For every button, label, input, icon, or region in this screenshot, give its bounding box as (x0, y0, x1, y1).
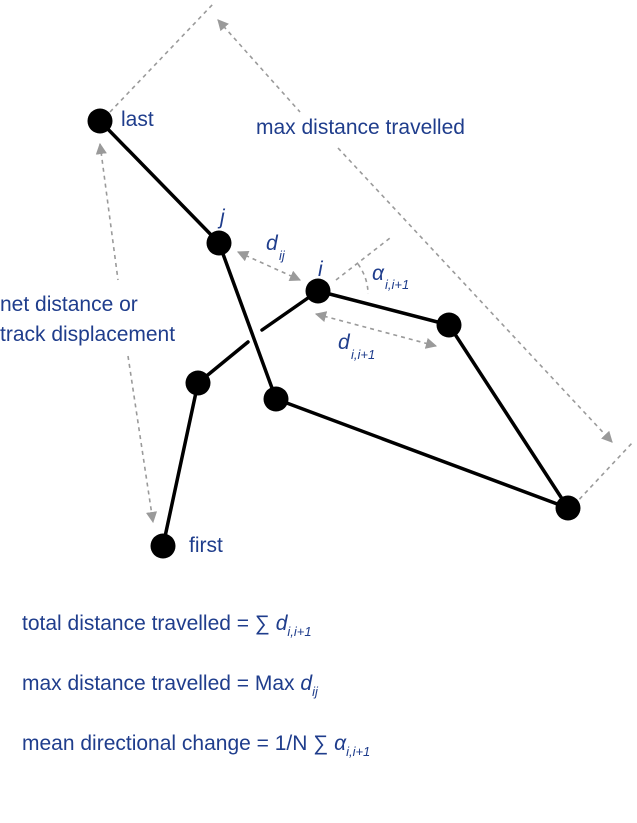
track-segment (316, 289, 451, 327)
net-distance-arrow-bottom (127, 355, 158, 524)
node-i (305, 278, 331, 304)
alpha-symbol: α (372, 262, 385, 285)
formula-max-text: max distance travelled = Max (22, 672, 301, 695)
label-max-distance: max distance travelled (256, 116, 465, 139)
track-nodes (87, 108, 581, 559)
d-ij-symbol: d (266, 232, 279, 255)
guide-lines (95, 3, 634, 524)
label-d-ij: d ij (266, 232, 286, 263)
node (185, 370, 211, 396)
label-j: j (217, 206, 226, 229)
label-alpha: α i,i+1 (372, 262, 409, 292)
node-j (206, 230, 232, 256)
formula-total-sub: i,i+1 (287, 624, 312, 639)
label-net-distance-line2: track displacement (0, 323, 175, 346)
d-i-next-symbol: d (338, 331, 351, 354)
node (263, 386, 289, 412)
formula-mean-var: α (334, 732, 347, 755)
max-distance-arrow-bottom (337, 147, 613, 443)
d-ij-arrow (236, 251, 302, 281)
label-last: last (121, 108, 154, 131)
track-segment (274, 397, 570, 510)
formula-total-distance: total distance travelled = ∑ di,i+1 (22, 612, 370, 642)
track-segment (98, 119, 221, 245)
formula-total-var: d (275, 612, 288, 635)
formula-mean-text: mean directional change = 1/N ∑ (22, 732, 335, 755)
track-segment (447, 323, 570, 510)
d-ij-subscript: ij (279, 248, 286, 263)
node-first (150, 533, 176, 559)
d-i-next-arrow (314, 311, 438, 349)
formula-max-var: d (300, 672, 313, 695)
alpha-subscript: i,i+1 (385, 277, 409, 292)
label-d-i-next: d i,i+1 (338, 331, 375, 362)
angle-extension (335, 237, 391, 281)
track-segment (217, 241, 278, 401)
max-distance-guide-top (109, 3, 214, 113)
formula-max-distance: max distance travelled = Max dij (22, 672, 370, 702)
max-distance-guide-bottom (573, 441, 634, 506)
max-distance-arrow-top (217, 19, 301, 113)
formula-mean-directional-change: mean directional change = 1/N ∑ αi,i+1 (22, 732, 370, 762)
node-i-next (436, 312, 462, 338)
track-diagram: last first j i max distance travelled ne… (0, 3, 634, 559)
angle-arc (357, 263, 369, 295)
formula-mean-sub: i,i+1 (346, 744, 371, 759)
net-distance-arrow-top (95, 142, 119, 281)
node-last (87, 108, 113, 134)
label-i: i (318, 258, 324, 281)
track-segment (161, 381, 200, 548)
node (555, 495, 581, 521)
d-i-next-subscript: i,i+1 (351, 347, 375, 362)
formula-list: total distance travelled = ∑ di,i+1 max … (22, 612, 370, 792)
formula-total-text: total distance travelled = ∑ (22, 612, 276, 635)
label-first: first (189, 534, 223, 557)
label-net-distance-line1: net distance or (0, 293, 138, 316)
formula-max-sub: ij (312, 684, 318, 699)
